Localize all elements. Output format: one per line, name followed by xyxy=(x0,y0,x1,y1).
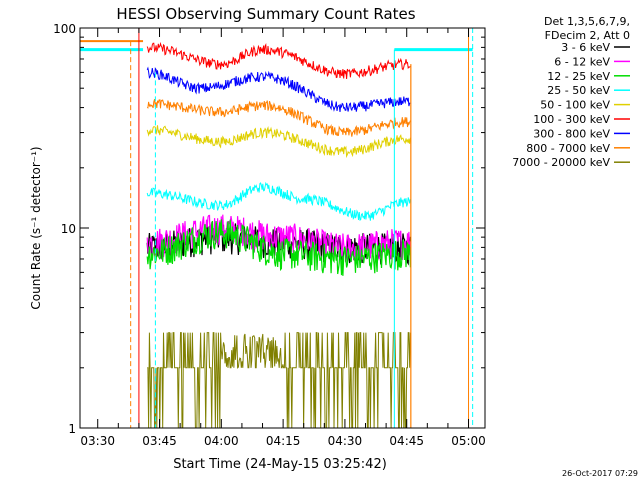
legend-label: 3 - 6 keV xyxy=(561,41,610,54)
legend-header: FDecim 2, Att 0 xyxy=(545,29,630,42)
y-tick-label: 1 xyxy=(68,422,76,436)
x-tick-label: 04:45 xyxy=(389,434,424,448)
x-axis-label: Start Time (24-May-15 03:25:42) xyxy=(173,457,387,472)
legend-label: 12 - 25 keV xyxy=(547,70,610,83)
chart-title: HESSI Observing Summary Count Rates xyxy=(116,5,415,23)
legend-header: Det 1,3,5,6,7,9, xyxy=(544,15,630,28)
x-tick-label: 03:30 xyxy=(80,434,115,448)
axes: 03:30 03:45 04:00 04:15 04:30 04:45 05:00 1 10 10… xyxy=(53,22,486,448)
legend-label: 300 - 800 keV xyxy=(533,127,610,140)
series-800-7000-kev xyxy=(146,98,411,137)
legend-label: 7000 - 20000 keV xyxy=(512,156,610,169)
y-tick-label: 100 xyxy=(53,22,76,36)
legend-label: 50 - 100 keV xyxy=(540,99,610,112)
x-tick-label: 04:15 xyxy=(266,434,301,448)
legend-label: 6 - 12 keV xyxy=(554,55,610,68)
legend-label: 25 - 50 keV xyxy=(547,84,610,97)
series-7000-20000-kev xyxy=(147,332,411,429)
x-tick-label: 04:30 xyxy=(328,434,363,448)
legend: Det 1,3,5,6,7,9, FDecim 2, Att 0 3 - 6 k… xyxy=(512,15,630,169)
series-50-100-kev xyxy=(146,125,411,159)
series-25-50-kev xyxy=(146,181,411,221)
legend-label: 100 - 300 keV xyxy=(533,113,610,126)
x-tick-label: 03:45 xyxy=(142,434,177,448)
legend-label: 800 - 7000 keV xyxy=(526,142,610,155)
marker-layer xyxy=(80,28,474,428)
series-100-300-kev xyxy=(146,41,411,79)
series-12-25-kev xyxy=(146,219,411,276)
series-layer xyxy=(146,41,411,429)
x-tick-label: 04:00 xyxy=(204,434,239,448)
x-tick-label: 05:00 xyxy=(451,434,486,448)
y-axis-label: Count Rate (s⁻¹ detector⁻¹) xyxy=(29,146,43,309)
y-tick-label: 10 xyxy=(61,222,76,236)
series-300-800-kev xyxy=(146,66,411,112)
timestamp: 26-Oct-2017 07:29 xyxy=(562,469,638,478)
